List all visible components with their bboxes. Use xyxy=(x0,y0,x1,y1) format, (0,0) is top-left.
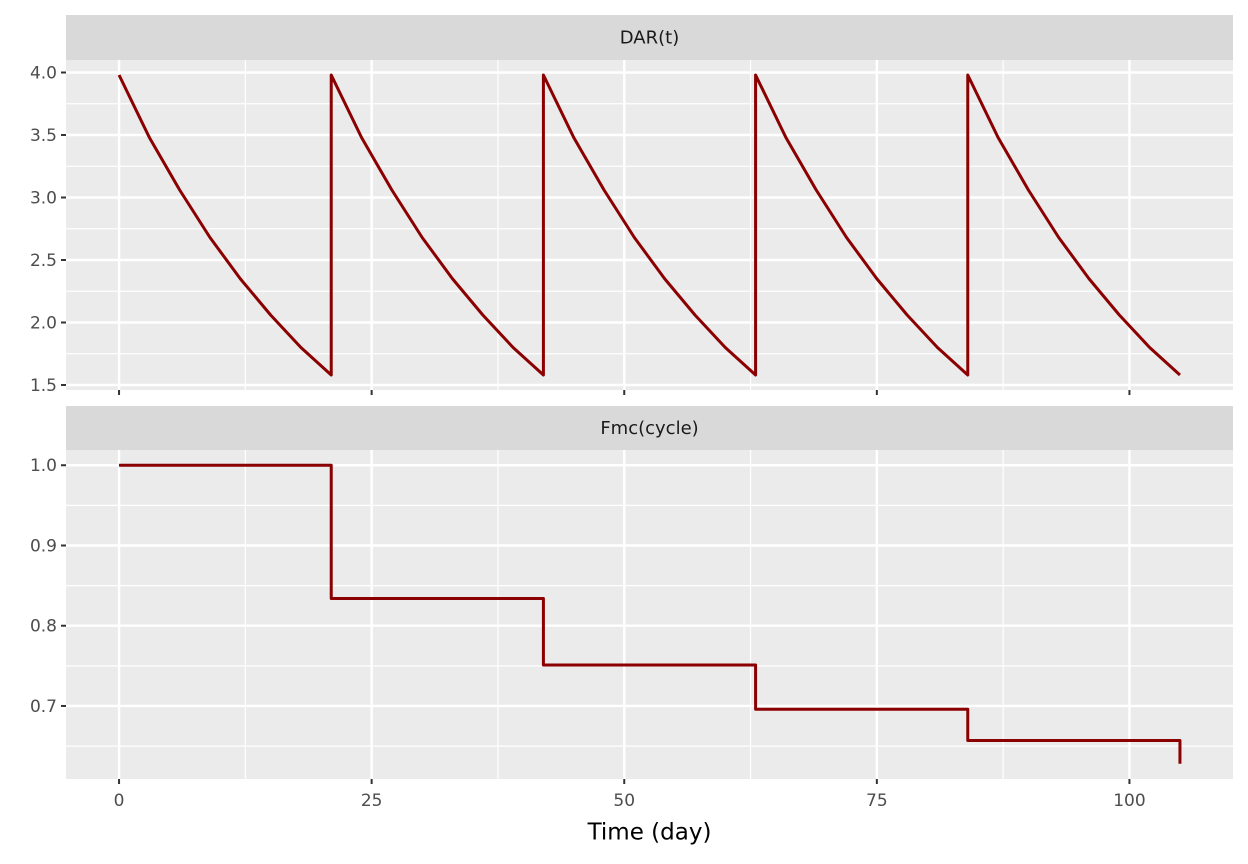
data-line xyxy=(119,463,1182,764)
strip-title: Fmc(cycle) xyxy=(600,418,698,439)
y-tick-label: 0.9 xyxy=(30,536,57,556)
strip xyxy=(66,406,1233,450)
x-tick-label: 25 xyxy=(361,791,383,811)
data-line xyxy=(117,73,1181,377)
y-tick-label: 0.8 xyxy=(30,617,57,637)
strip xyxy=(66,15,1233,60)
y-tick-label: 0.7 xyxy=(30,697,57,717)
panel xyxy=(66,60,1233,390)
strip-title: DAR(t) xyxy=(620,28,679,49)
x-tick-label: 75 xyxy=(866,791,888,811)
x-axis-label: Time (day) xyxy=(587,820,712,846)
y-tick-label: 1.5 xyxy=(30,376,57,396)
x-tick-label: 50 xyxy=(613,791,635,811)
y-tick-label: 3.0 xyxy=(30,189,57,209)
y-tick-label: 3.5 xyxy=(30,126,57,146)
x-tick-label: 100 xyxy=(1113,791,1145,811)
y-tick-label: 2.5 xyxy=(30,251,57,271)
x-tick-label: 0 xyxy=(114,791,125,811)
y-tick-label: 4.0 xyxy=(30,64,57,84)
panel xyxy=(66,450,1233,779)
y-tick-label: 2.0 xyxy=(30,314,57,334)
y-tick-label: 1.0 xyxy=(30,456,57,476)
